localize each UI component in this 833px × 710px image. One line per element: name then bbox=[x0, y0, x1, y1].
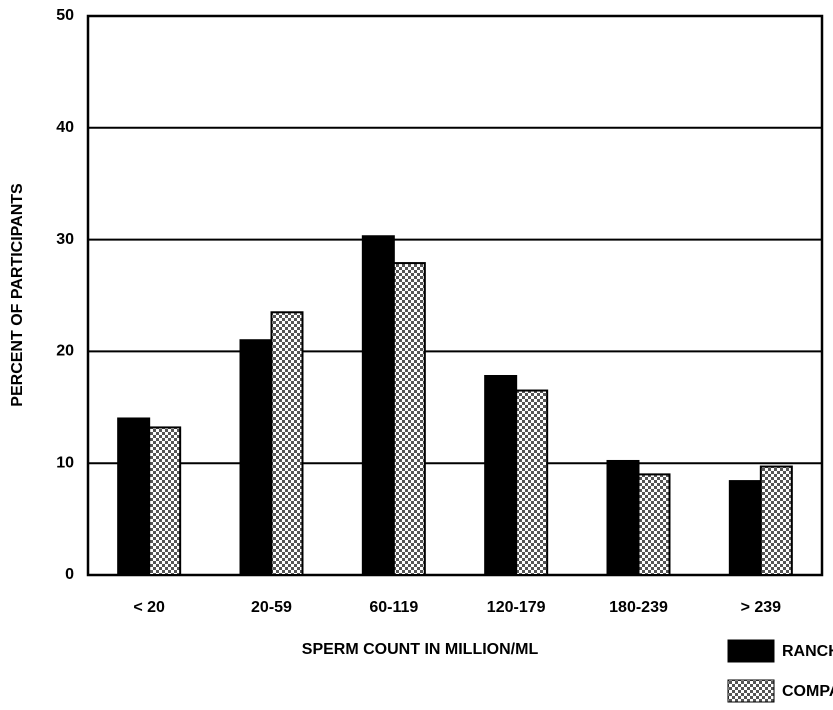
x-axis-label: SPERM COUNT IN MILLION/ML bbox=[302, 641, 539, 658]
x-tick-label: 120-179 bbox=[487, 599, 546, 616]
bar bbox=[484, 374, 518, 576]
bar bbox=[637, 473, 671, 577]
bar bbox=[728, 480, 762, 577]
y-axis-label: PERCENT OF PARTICIPANTS bbox=[9, 183, 26, 407]
bar bbox=[515, 389, 549, 576]
y-tick-label: 50 bbox=[56, 7, 74, 24]
bar bbox=[239, 339, 273, 576]
plot-frame bbox=[86, 14, 824, 577]
legend-swatch bbox=[727, 639, 775, 663]
y-tick-label: 20 bbox=[56, 343, 74, 360]
x-tick-label: < 20 bbox=[133, 599, 165, 616]
y-tick-label: 0 bbox=[65, 566, 74, 583]
bar bbox=[148, 426, 182, 577]
y-tick-label: 40 bbox=[56, 119, 74, 136]
x-tick-label: > 239 bbox=[741, 599, 782, 616]
bar bbox=[270, 311, 304, 576]
y-tick-label: 10 bbox=[56, 454, 74, 471]
y-tick-label: 30 bbox=[56, 231, 74, 248]
x-tick-label: 60-119 bbox=[369, 599, 418, 616]
bar bbox=[759, 465, 793, 576]
bar bbox=[361, 235, 395, 576]
x-tick-label: 180-239 bbox=[609, 599, 668, 616]
legend-swatch bbox=[727, 679, 775, 703]
legend-label: COMPARISON bbox=[782, 683, 833, 700]
bar bbox=[117, 417, 151, 577]
x-tick-label: 20-59 bbox=[251, 599, 292, 616]
bar bbox=[392, 262, 426, 576]
legend-label: RANCH HAND bbox=[782, 643, 833, 660]
bar bbox=[606, 459, 640, 576]
